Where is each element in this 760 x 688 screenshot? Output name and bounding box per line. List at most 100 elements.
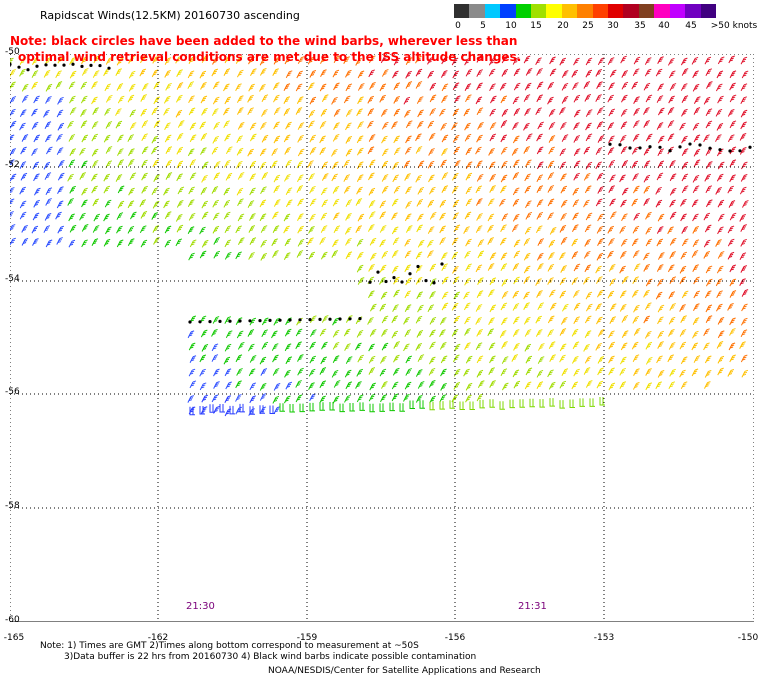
wind-barb — [452, 266, 459, 274]
wind-barb — [548, 135, 556, 143]
wind-barb — [343, 185, 351, 194]
wind-barb — [607, 94, 615, 103]
wind-barb — [224, 368, 232, 377]
wind-barb — [739, 252, 747, 261]
wind-barb — [21, 225, 28, 233]
wind-barb — [261, 109, 268, 117]
wind-barb — [103, 134, 111, 143]
wind-barb — [584, 264, 592, 273]
wind-barb — [117, 95, 125, 104]
wind-barb — [223, 107, 230, 116]
wind-barb — [260, 368, 268, 376]
wind-barb — [524, 185, 532, 194]
wind-barb — [583, 276, 590, 285]
wind-barb — [344, 394, 351, 403]
wind-barb — [452, 134, 460, 143]
wind-barb — [356, 186, 363, 195]
wind-barb — [320, 356, 327, 365]
wind-barb — [595, 161, 602, 170]
wind-barb — [93, 213, 101, 222]
wind-barb — [259, 161, 267, 170]
wind-barb — [535, 57, 542, 66]
wind-barb — [489, 185, 496, 193]
wind-barb — [729, 94, 737, 103]
contamination-dot — [328, 317, 332, 321]
scale-swatch — [592, 4, 609, 18]
scale-label: 0 — [455, 21, 461, 31]
wind-barb — [656, 355, 663, 364]
wind-barb — [357, 83, 365, 91]
wind-barb — [307, 237, 314, 246]
wind-barb — [668, 316, 676, 325]
wind-barb — [223, 68, 231, 76]
wind-barb — [44, 213, 52, 221]
wind-barb — [237, 172, 245, 180]
wind-barb — [668, 291, 676, 299]
wind-barb — [211, 343, 219, 352]
wind-barb — [536, 252, 544, 261]
wind-barb — [727, 109, 735, 117]
wind-barb — [405, 57, 413, 66]
wind-barb — [441, 83, 449, 92]
wind-barb — [477, 277, 484, 285]
wind-barb — [259, 356, 267, 365]
wind-barb — [657, 316, 664, 325]
wind-barb — [189, 239, 197, 248]
wind-barb — [427, 199, 435, 208]
wind-barb — [572, 212, 579, 221]
wind-barb — [549, 302, 557, 311]
wind-barb — [608, 82, 615, 91]
wind-barb — [141, 146, 149, 155]
wind-barb — [320, 225, 328, 233]
wind-barb — [175, 214, 183, 222]
wind-barb — [68, 159, 76, 168]
wind-barb — [573, 122, 580, 130]
wind-barb — [151, 187, 159, 196]
wind-barb — [608, 382, 616, 391]
wind-barb — [656, 264, 664, 272]
wind-barb — [692, 122, 700, 131]
wind-barb — [357, 147, 364, 156]
wind-barb — [739, 278, 746, 286]
wind-barb — [585, 109, 593, 117]
wind-barb — [91, 121, 99, 129]
wind-barb — [704, 381, 711, 389]
wind-barb — [489, 355, 496, 364]
wind-barb — [176, 224, 184, 233]
wind-barb — [404, 173, 411, 181]
wind-barb — [655, 186, 662, 195]
wind-barb — [44, 172, 52, 180]
wind-barb — [561, 70, 569, 78]
wind-barb — [199, 250, 207, 259]
wind-barb — [213, 121, 220, 130]
wind-barb — [475, 264, 483, 273]
wind-barb — [513, 68, 521, 77]
wind-barb — [621, 330, 629, 338]
wind-barb — [513, 343, 520, 351]
wind-barb — [69, 148, 77, 157]
wind-barb — [116, 57, 124, 66]
wind-barb — [404, 290, 412, 299]
wind-barb — [692, 83, 700, 92]
wind-barb — [595, 147, 603, 155]
wind-barb — [583, 199, 590, 208]
wind-barb — [32, 57, 39, 65]
wind-barb — [512, 135, 520, 144]
wind-barb — [538, 343, 545, 351]
wind-barb — [451, 237, 459, 246]
wind-barb — [621, 187, 629, 196]
wind-barb — [260, 252, 268, 261]
wind-barb — [308, 251, 316, 260]
wind-barb — [523, 265, 531, 274]
wind-barb — [669, 303, 676, 311]
wind-barb — [584, 315, 592, 324]
wind-barb — [536, 199, 544, 207]
wind-barb — [645, 382, 653, 391]
wind-barb — [393, 135, 400, 144]
wind-barb — [141, 120, 149, 128]
wind-barb — [271, 343, 279, 351]
scale-label: 40 — [658, 21, 670, 31]
longitude-label: -156 — [444, 633, 466, 643]
wind-barb — [680, 356, 688, 365]
wind-barb — [187, 226, 195, 234]
